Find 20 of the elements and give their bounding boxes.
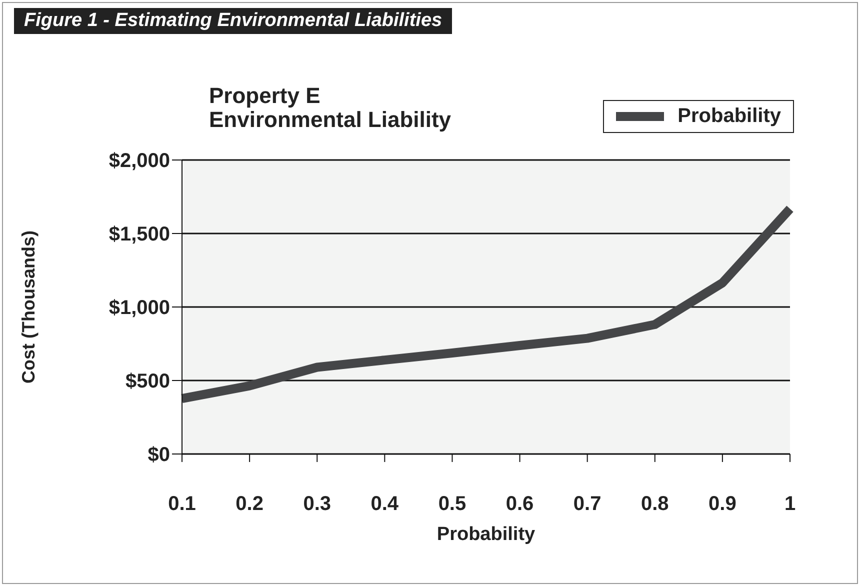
chart-subtitle: Property E Environmental Liability	[209, 83, 452, 132]
y-tick-label: $0	[148, 444, 170, 466]
x-tick-label: 0.6	[506, 493, 534, 516]
y-axis-title: Cost (Thousands)	[18, 230, 38, 384]
x-tick-label: 0.3	[303, 493, 332, 516]
x-tick-label: 0.4	[370, 493, 400, 516]
y-tick-label: $500	[126, 370, 170, 393]
y-tick-label: $2,000	[108, 150, 170, 172]
legend-label: Probability	[678, 105, 781, 128]
x-tick-label: 0.1	[168, 493, 196, 516]
x-tick-label: 1	[784, 493, 796, 516]
x-tick-label: 0.9	[708, 493, 736, 516]
x-tick-label: 0.2	[236, 493, 264, 516]
x-tick-label: 0.5	[438, 493, 466, 516]
x-tick-label: 0.7	[573, 493, 602, 516]
chart-title: Figure 1 - Estimating Environmental Liabilities	[14, 8, 452, 34]
x-tick-label: 0.8	[640, 493, 669, 516]
x-axis-title: Probability	[436, 524, 536, 545]
y-tick-label: $1,000	[108, 297, 170, 320]
y-tick-label: $1,500	[108, 224, 170, 246]
